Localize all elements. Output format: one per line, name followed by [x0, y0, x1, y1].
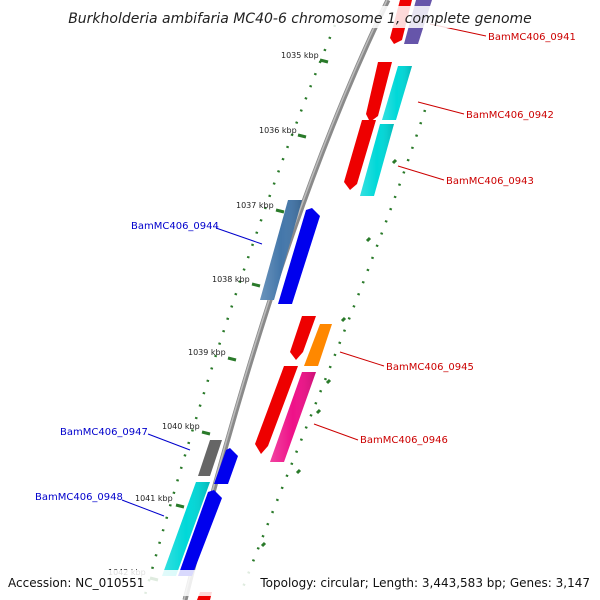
label-connectors	[121, 23, 487, 517]
gene-shading	[162, 66, 412, 576]
gene-arrow-0948[interactable]	[178, 490, 222, 576]
tick-marks	[149, 58, 329, 582]
gene-arrow-0945-cog[interactable]	[304, 324, 332, 366]
gene-label-0942[interactable]: BamMC406_0942	[466, 110, 554, 121]
gene-arrow-0944[interactable]	[278, 208, 320, 304]
gene-arrow-0945[interactable]	[290, 316, 316, 360]
tick-label-1041: 1041 kbp	[135, 494, 173, 503]
footer-background	[0, 570, 600, 596]
gene-arrow-0942[interactable]	[366, 62, 392, 122]
gene-label-0945[interactable]: BamMC406_0945	[386, 362, 474, 373]
gc-track-outer-dashes	[260, 158, 398, 548]
gene-arrow-0947-cog[interactable]	[198, 440, 222, 476]
genome-summary-text: Topology: circular; Length: 3,443,583 bp…	[259, 576, 590, 590]
gene-label-0944[interactable]: BamMC406_0944	[131, 221, 219, 232]
gene-label-0943[interactable]: BamMC406_0943	[446, 176, 534, 187]
gene-label-0941[interactable]: BamMC406_0941	[488, 32, 576, 43]
tick-label-1036: 1036 kbp	[259, 126, 297, 135]
gene-label-0946[interactable]: BamMC406_0946	[360, 435, 448, 446]
tick-label-1037: 1037 kbp	[236, 201, 274, 210]
gene-arrow-0946[interactable]	[255, 366, 298, 454]
gc-track-outer	[238, 109, 427, 596]
tick-label-1038: 1038 kbp	[212, 275, 250, 284]
gene-label-0947[interactable]: BamMC406_0947	[60, 427, 148, 438]
gene-label-0948[interactable]: BamMC406_0948	[35, 492, 123, 503]
gc-track-inner	[143, 24, 337, 596]
tick-label-1035: 1035 kbp	[281, 51, 319, 60]
tick-label-1040: 1040 kbp	[162, 422, 200, 431]
accession-text: Accession: NC_010551	[8, 576, 144, 590]
gene-arrow-0947[interactable]	[214, 448, 238, 484]
tick-label-1039: 1039 kbp	[188, 348, 226, 357]
gene-arrow-0943[interactable]	[344, 120, 376, 190]
title-background	[60, 6, 540, 28]
map-title: Burkholderia ambifaria MC40-6 chromosome…	[68, 11, 532, 27]
